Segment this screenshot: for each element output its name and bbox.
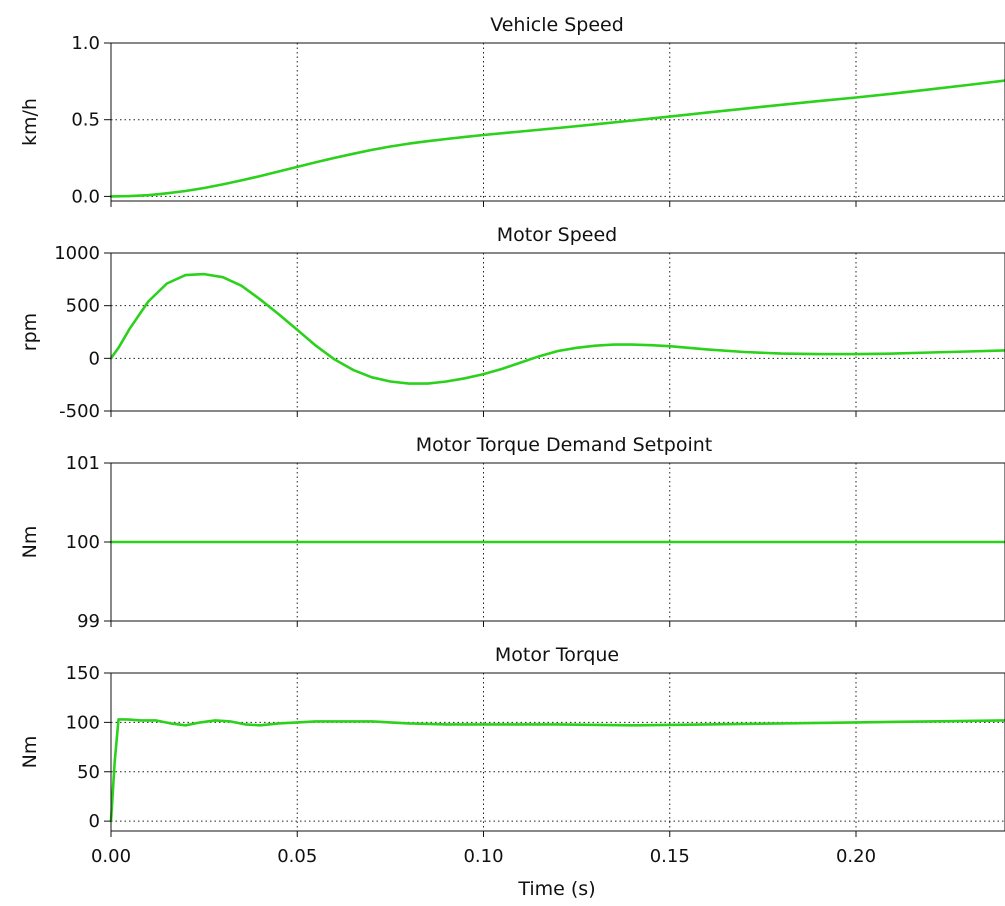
y-tick-label: 1000 [54,243,100,264]
y-axis-label: Nm [19,526,41,559]
y-tick-label: 150 [66,663,100,684]
series-line [109,718,1005,823]
y-tick-label: 101 [66,453,100,474]
y-tick-labels: 99 100 101 [66,453,857,632]
x-tick-labels: 0.00 0.05 0.10 0.15 0.20 [91,846,876,867]
panel-motor-speed: Motor Speed rpm -500 0 500 1000 [19,224,1005,422]
y-tick-label: 100 [66,712,100,733]
y-tick-label: 1.0 [71,33,100,54]
y-axis-label: Nm [19,736,41,769]
y-axis-label: rpm [19,313,41,351]
x-tick-label: 0.10 [463,846,503,867]
x-axis-label: Time (s) [517,878,595,900]
data-layer [109,718,1005,823]
y-tick-label: 100 [66,532,100,553]
x-tick-label: 0.00 [91,846,131,867]
panel-title: Vehicle Speed [490,14,624,36]
y-tick-label: 99 [77,611,100,632]
grid-lines [111,253,1005,411]
grid-lines [111,673,1005,831]
x-tick-label: 0.05 [277,846,317,867]
panel-title: Motor Speed [497,224,618,246]
series-line [109,272,1005,385]
x-tick-label: 0.20 [836,846,876,867]
y-tick-label: 0 [89,811,100,832]
y-tick-label: 50 [77,762,100,783]
plot-frame [110,672,1005,832]
panel-vehicle-speed: Vehicle Speed km/h 0.0 0.5 1.0 [19,14,1005,207]
y-tick-label: 0.5 [71,110,100,131]
y-tick-labels: 0.0 0.5 1.0 [71,33,857,207]
panel-title: Motor Torque [495,644,619,666]
plot-frame [110,42,1005,202]
series-line [109,79,1005,198]
y-tick-labels: -500 0 500 1000 [54,243,857,422]
y-axis-label: km/h [19,98,41,146]
grid-lines [111,43,1005,201]
y-tick-label: 0 [89,348,100,369]
plot-frame [110,252,1005,412]
panel-title: Motor Torque Demand Setpoint [416,434,713,456]
panel-motor-torque-demand-setpoint: Motor Torque Demand Setpoint Nm 99 100 101 [19,434,1005,632]
data-layer [109,272,1005,385]
y-tick-label: 500 [66,296,100,317]
x-tick-label: 0.15 [650,846,690,867]
y-tick-labels: 0 50 100 150 [66,663,857,837]
data-layer [109,79,1005,198]
y-tick-label: -500 [59,401,100,422]
y-tick-label: 0.0 [71,186,100,207]
